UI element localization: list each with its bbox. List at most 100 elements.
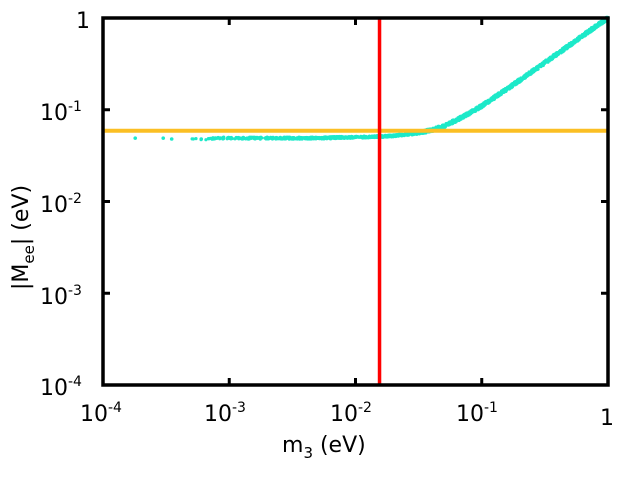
data-point <box>515 79 520 83</box>
data-point <box>275 136 280 140</box>
data-point <box>369 135 373 139</box>
data-point <box>454 119 458 123</box>
data-point <box>467 113 471 117</box>
data-point <box>287 137 292 141</box>
data-point <box>562 49 566 53</box>
data-point <box>319 137 324 141</box>
data-point <box>500 90 504 95</box>
data-point <box>366 135 370 139</box>
data-point <box>325 137 329 141</box>
data-point <box>581 35 585 39</box>
data-point <box>343 136 348 140</box>
data-point <box>249 135 253 139</box>
data-point <box>253 137 257 141</box>
data-point <box>528 72 532 76</box>
data-point <box>451 118 456 122</box>
data-point <box>303 137 308 141</box>
data-point <box>309 136 313 141</box>
y-tick-label: 10-1 <box>40 99 82 126</box>
data-point <box>364 135 368 139</box>
data-point <box>579 34 583 38</box>
data-point <box>483 100 487 104</box>
data-point <box>381 135 386 139</box>
data-point <box>480 105 484 109</box>
data-point <box>295 136 299 140</box>
data-point <box>404 133 408 137</box>
data-point <box>361 135 365 139</box>
data-point <box>407 132 411 137</box>
data-point <box>190 137 194 141</box>
data-point <box>461 114 465 118</box>
data-point <box>557 49 561 54</box>
data-point <box>585 30 589 34</box>
data-point <box>444 122 448 127</box>
data-point <box>519 78 523 83</box>
data-point <box>234 136 238 140</box>
data-point <box>219 136 223 140</box>
data-point <box>598 21 603 26</box>
data-point <box>437 124 441 129</box>
data-point <box>564 46 568 50</box>
data-point <box>204 138 208 142</box>
y-tick-label: 10-3 <box>40 283 82 310</box>
data-point <box>546 60 550 64</box>
data-point <box>469 109 473 113</box>
data-point <box>300 137 304 141</box>
data-point <box>399 133 403 137</box>
data-point <box>133 136 138 140</box>
y-tick-label: 10-2 <box>40 191 82 218</box>
data-point <box>389 134 393 138</box>
data-point <box>194 137 198 141</box>
data-point <box>550 56 554 61</box>
data-point <box>575 38 579 42</box>
y-axis-title: |Mee| (eV) <box>9 185 38 290</box>
data-point <box>522 74 526 78</box>
data-point <box>161 136 166 140</box>
data-point <box>504 88 508 92</box>
data-point <box>340 135 344 140</box>
y-tick-labels: 1 10-1 10-2 10-3 10-4 <box>40 9 90 401</box>
data-point <box>284 135 288 139</box>
data-point <box>385 135 389 139</box>
data-point <box>497 91 501 95</box>
data-point <box>393 134 398 139</box>
x-tick-label: 10-3 <box>204 400 246 427</box>
data-point <box>266 136 271 140</box>
data-point <box>456 117 460 121</box>
x-tick-label: 1 <box>600 406 614 431</box>
data-point <box>270 137 275 141</box>
data-point <box>571 42 575 46</box>
data-point <box>375 135 379 139</box>
data-point <box>282 136 286 140</box>
axis-ticks <box>103 18 608 385</box>
data-point <box>199 138 203 142</box>
data-point <box>279 137 284 141</box>
data-point <box>353 135 357 139</box>
data-point <box>210 137 214 141</box>
data-point <box>213 136 217 140</box>
data-point <box>441 123 445 127</box>
data-point <box>537 64 541 68</box>
data-point <box>357 135 361 139</box>
data-point <box>241 137 245 141</box>
x-tick-label: 10-1 <box>456 400 498 427</box>
data-point <box>508 86 512 90</box>
data-point <box>532 67 536 71</box>
scatter-points <box>133 15 610 142</box>
data-point <box>568 42 573 46</box>
data-point <box>473 107 477 112</box>
data-point <box>230 136 234 141</box>
data-point <box>511 83 516 87</box>
y-tick-label: 1 <box>76 9 90 34</box>
data-point <box>495 92 499 97</box>
data-point <box>291 136 296 140</box>
data-point <box>449 121 454 126</box>
data-point <box>313 136 317 140</box>
data-point <box>216 135 220 140</box>
x-axis-title: m3 (eV) <box>282 433 366 462</box>
x-tick-label: 10-4 <box>80 400 122 427</box>
data-point <box>552 54 556 58</box>
data-point <box>335 135 339 139</box>
y-tick-label: 10-4 <box>40 374 82 401</box>
